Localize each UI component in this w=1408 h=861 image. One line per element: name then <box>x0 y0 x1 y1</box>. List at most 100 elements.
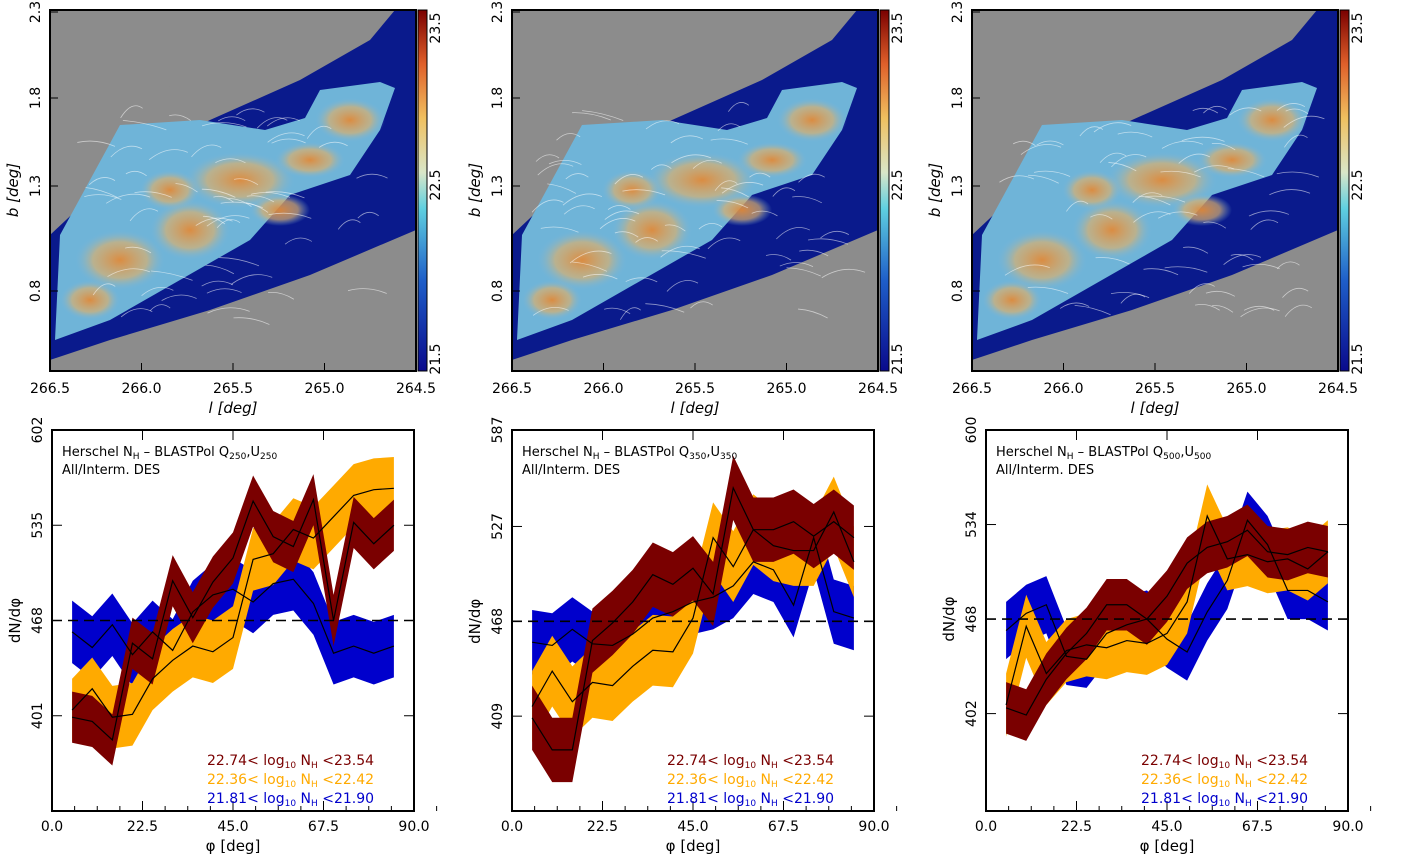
map-colorbar-label: 23.5 <box>1350 12 1366 43</box>
map-streamline <box>1158 211 1198 219</box>
map-streamline <box>1164 266 1208 273</box>
histogram-xlabel: φ [deg] <box>206 837 261 855</box>
map-streamline <box>614 231 639 238</box>
map-streamline <box>1027 286 1069 294</box>
histogram-xtick-label: 67.5 <box>308 819 339 835</box>
histogram-mean-line-orange <box>531 510 855 707</box>
map-ytick-label: 0.8 <box>950 280 966 302</box>
histogram-legend-entry: 21.81< log10 NH <21.90 <box>207 791 374 809</box>
map-streamline <box>607 205 631 210</box>
map-streamline <box>786 267 821 277</box>
histogram-xtick-label: 90.0 <box>398 819 429 835</box>
map-streamline <box>1229 107 1262 116</box>
map-streamline <box>107 268 151 277</box>
map-streamline <box>205 264 235 275</box>
map-streamlines <box>77 105 388 325</box>
map-streamline <box>357 211 379 219</box>
map-streamline <box>1194 165 1235 173</box>
map-streamline <box>599 218 636 230</box>
map-xtick-label: 266.0 <box>583 381 623 397</box>
histogram-mean-line-orange <box>71 487 394 718</box>
map-streamline <box>821 268 866 279</box>
map-streamline <box>562 193 603 206</box>
map-streamline <box>1243 305 1275 311</box>
map-streamline <box>201 122 247 128</box>
map-streamline <box>692 159 722 169</box>
map-streamline <box>1012 140 1036 147</box>
map-streamline <box>120 105 143 119</box>
map-streamline <box>698 223 723 230</box>
map-xtick-label: 265.0 <box>766 381 806 397</box>
map-streamline <box>1203 221 1227 229</box>
histogram-ytick-label: 468 <box>490 608 506 635</box>
map-streamline <box>1099 152 1127 163</box>
histogram-xtick-label: 22.5 <box>1061 819 1092 835</box>
histogram-panel-3: 0.0 22.5 45.0 67.5 90.0 φ [deg] 402 468 534 600 dN… <box>940 417 1372 855</box>
map-panel-2: 266.5 266.0 265.5 265.0 264.5 l [deg] 0.8 1.3 1.… <box>466 1 906 417</box>
map-streamline <box>728 102 750 112</box>
histogram-subtitle: All/Interm. DES <box>62 463 160 478</box>
map-ytick-label: 1.3 <box>950 175 966 197</box>
map-colorbar-label: 21.5 <box>428 343 444 374</box>
map-streamline <box>1074 304 1111 316</box>
histogram-title: Herschel NH – BLASTPol Q250,U250 <box>62 445 277 462</box>
map-streamline <box>207 307 250 314</box>
map-streamline <box>1095 257 1130 265</box>
map-streamline <box>661 250 706 259</box>
map-streamline <box>660 245 700 258</box>
map-xtick-label: 265.0 <box>304 381 344 397</box>
map-streamline <box>1183 246 1209 254</box>
map-streamline <box>1160 170 1201 178</box>
map-streamline <box>175 183 198 193</box>
map-xtick-label: 266.0 <box>1043 381 1083 397</box>
map-streamline <box>1223 254 1262 265</box>
map-streamline <box>1090 214 1113 220</box>
map-streamline <box>1205 290 1236 297</box>
map-streamline <box>532 306 569 316</box>
map-streamline <box>622 189 666 196</box>
histogram-ytick-label: 527 <box>490 513 506 540</box>
map-colorbar <box>1339 9 1350 372</box>
map-streamline <box>169 114 191 121</box>
map-masked-area-lower <box>972 232 1338 371</box>
map-streamline <box>666 280 699 292</box>
map-streamline <box>125 246 152 254</box>
map-dense-clump <box>777 98 847 142</box>
map-streamline <box>84 194 122 200</box>
map-streamline <box>233 317 270 325</box>
histogram-legend-entry: 22.36< log10 NH <22.42 <box>207 772 374 790</box>
map-streamline <box>1108 162 1137 172</box>
map-streamline <box>651 164 672 170</box>
map-streamline <box>721 182 764 194</box>
histogram-mean-line-blue <box>1005 519 1329 660</box>
map-streamline <box>1284 304 1312 317</box>
map-streamline <box>230 274 273 285</box>
map-colorbar-label: 22.5 <box>1350 169 1366 200</box>
map-streamline <box>582 274 618 280</box>
histogram-ytick-label: 587 <box>490 417 506 444</box>
map-streamline <box>1282 287 1309 298</box>
map-streamline <box>531 199 564 213</box>
map-streamline <box>1203 105 1227 114</box>
map-streamline <box>347 288 387 294</box>
map-streamline <box>1093 122 1132 133</box>
histogram-ytick-label: 535 <box>30 512 46 539</box>
map-streamline <box>92 283 116 296</box>
histogram-mean-line-darkred <box>531 485 855 751</box>
histogram-xtick-label: 45.0 <box>217 819 248 835</box>
map-streamline <box>707 237 741 250</box>
histogram-ylabel: dN/dφ <box>6 598 24 643</box>
map-ytick-label: 1.8 <box>950 87 966 109</box>
histogram-xtick-label: 45.0 <box>1151 819 1182 835</box>
map-dense-clump <box>250 194 310 226</box>
map-streamline <box>219 257 260 267</box>
histogram-legend-entry: 22.36< log10 NH <22.42 <box>1141 772 1308 790</box>
histogram-ytick-label: 468 <box>964 606 980 633</box>
map-dense-clump <box>60 280 120 320</box>
map-streamline <box>999 175 1035 183</box>
map-streamline <box>306 125 332 139</box>
map-xtick-label: 266.0 <box>121 381 161 397</box>
map-streamline <box>820 230 850 239</box>
map-dense-clump <box>612 200 692 260</box>
map-dense-clump <box>140 170 200 210</box>
